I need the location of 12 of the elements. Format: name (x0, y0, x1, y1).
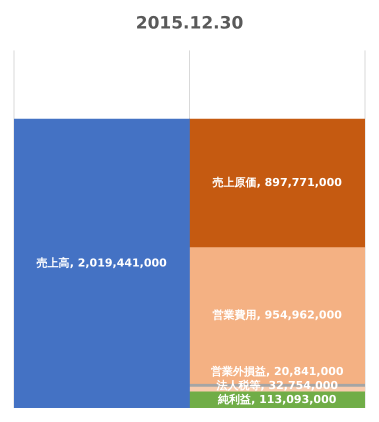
series-label: 売上原価, (212, 176, 265, 190)
series-label: 売上高, (36, 256, 78, 270)
data-label: 20,841,000 (274, 364, 344, 378)
data-label: 113,093,000 (259, 392, 337, 406)
series-label: 営業費用, (212, 308, 265, 322)
chart-title: 2015.12.30 (136, 14, 244, 34)
data-label: 2,019,441,000 (78, 256, 168, 270)
series-label: 純利益, (217, 392, 260, 406)
series-label: 営業外損益, (210, 364, 274, 378)
data-label: 32,754,000 (268, 378, 338, 392)
data-label: 897,771,000 (264, 176, 342, 190)
data-label: 954,962,000 (264, 308, 342, 322)
